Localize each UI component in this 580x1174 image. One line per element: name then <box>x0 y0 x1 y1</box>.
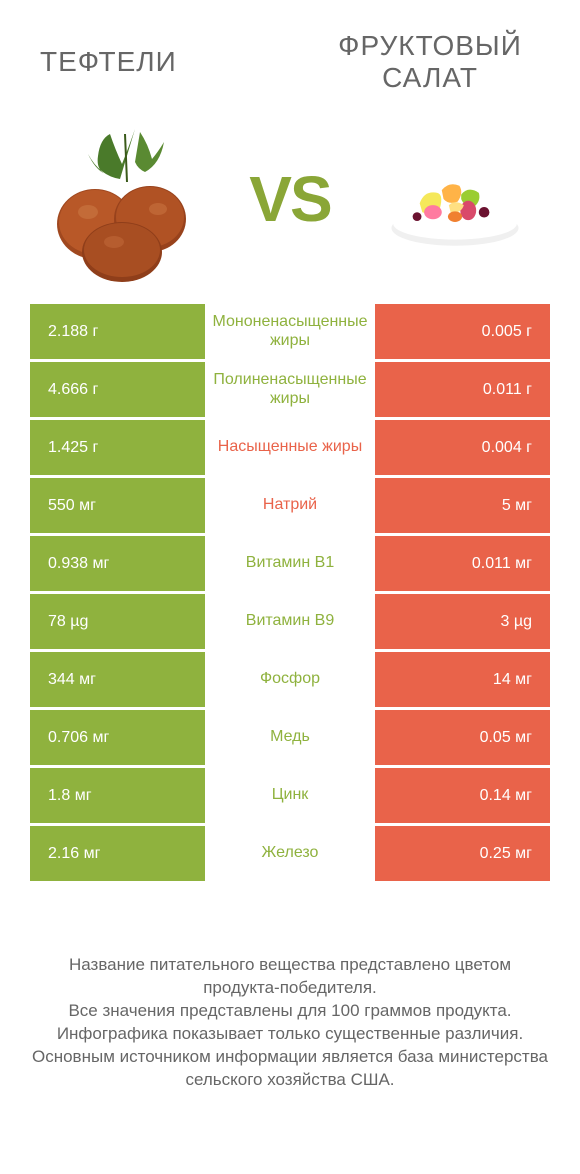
left-value: 1.425 г <box>30 420 205 475</box>
nutrient-row: 2.16 мгЖелезо0.25 мг <box>30 826 550 881</box>
nutrient-row: 344 мгФосфор14 мг <box>30 652 550 707</box>
nutrient-label: Полиненасыщенные жиры <box>205 362 375 417</box>
left-value: 2.188 г <box>30 304 205 359</box>
right-value: 5 мг <box>375 478 550 533</box>
nutrient-label: Натрий <box>205 478 375 533</box>
left-value: 4.666 г <box>30 362 205 417</box>
nutrient-label: Мононенасыщенные жиры <box>205 304 375 359</box>
left-title: ТЕФТЕЛИ <box>40 46 177 78</box>
nutrient-label: Фосфор <box>205 652 375 707</box>
nutrient-row: 0.706 мгМедь0.05 мг <box>30 710 550 765</box>
footer-line: Название питательного вещества представл… <box>30 954 550 1000</box>
nutrient-label: Насыщенные жиры <box>205 420 375 475</box>
meatballs-image <box>40 114 210 284</box>
nutrient-row: 1.8 мгЦинк0.14 мг <box>30 768 550 823</box>
left-value: 2.16 мг <box>30 826 205 881</box>
nutrient-row: 4.666 гПолиненасыщенные жиры0.011 г <box>30 362 550 417</box>
nutrient-row: 2.188 гМононенасыщенные жиры0.005 г <box>30 304 550 359</box>
right-value: 0.004 г <box>375 420 550 475</box>
right-title: ФРУКТОВЫЙ САЛАТ <box>320 30 540 94</box>
nutrient-label: Витамин B1 <box>205 536 375 591</box>
right-value: 0.005 г <box>375 304 550 359</box>
footer-line: Основным источником информации является … <box>30 1046 550 1092</box>
left-value: 0.938 мг <box>30 536 205 591</box>
fruit-salad-image <box>370 114 540 284</box>
nutrient-row: 550 мгНатрий5 мг <box>30 478 550 533</box>
comparison-chart: 2.188 гМононенасыщенные жиры0.005 г4.666… <box>0 304 580 881</box>
left-value: 1.8 мг <box>30 768 205 823</box>
right-value: 14 мг <box>375 652 550 707</box>
footer-line: Инфографика показывает только существенн… <box>30 1023 550 1046</box>
footer-notes: Название питательного вещества представл… <box>0 884 580 1092</box>
nutrient-row: 0.938 мгВитамин B10.011 мг <box>30 536 550 591</box>
left-value: 344 мг <box>30 652 205 707</box>
nutrient-row: 78 µgВитамин B93 µg <box>30 594 550 649</box>
right-value: 3 µg <box>375 594 550 649</box>
vs-row: VS <box>0 104 580 304</box>
left-value: 0.706 мг <box>30 710 205 765</box>
right-value: 0.011 мг <box>375 536 550 591</box>
footer-line: Все значения представлены для 100 граммо… <box>30 1000 550 1023</box>
left-value: 550 мг <box>30 478 205 533</box>
right-value: 0.14 мг <box>375 768 550 823</box>
right-value: 0.05 мг <box>375 710 550 765</box>
left-value: 78 µg <box>30 594 205 649</box>
nutrient-label: Медь <box>205 710 375 765</box>
nutrient-label: Железо <box>205 826 375 881</box>
vs-label: VS <box>249 162 330 236</box>
header: ТЕФТЕЛИ ФРУКТОВЫЙ САЛАТ <box>0 0 580 104</box>
right-value: 0.25 мг <box>375 826 550 881</box>
nutrient-label: Цинк <box>205 768 375 823</box>
nutrient-label: Витамин B9 <box>205 594 375 649</box>
nutrient-row: 1.425 гНасыщенные жиры0.004 г <box>30 420 550 475</box>
right-value: 0.011 г <box>375 362 550 417</box>
